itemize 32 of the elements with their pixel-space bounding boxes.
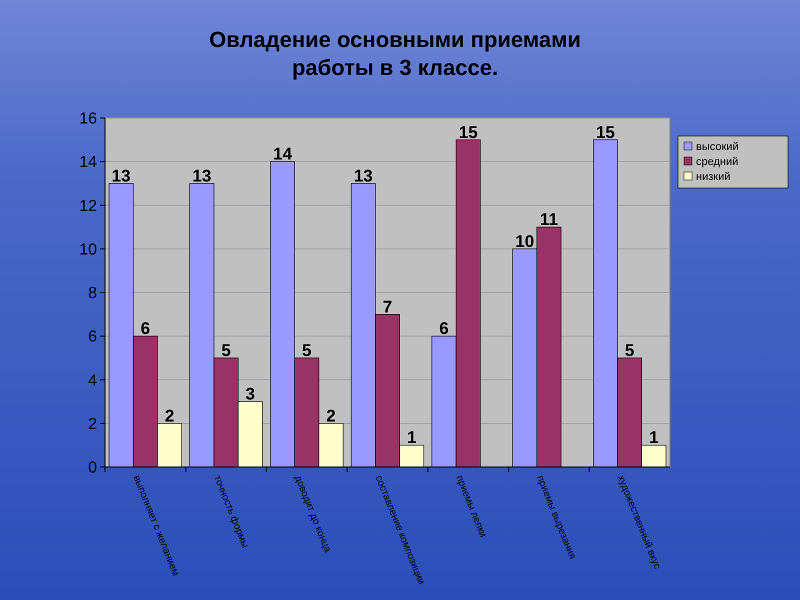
data-label: 13 xyxy=(192,166,212,186)
data-label: 1 xyxy=(649,428,659,448)
y-tick-label: 12 xyxy=(79,198,98,215)
data-label: 3 xyxy=(246,384,256,404)
data-label: 2 xyxy=(326,406,336,426)
y-tick-label: 10 xyxy=(79,241,98,258)
data-label: 15 xyxy=(458,122,478,142)
data-label: 14 xyxy=(273,144,293,164)
data-label: 5 xyxy=(221,340,231,360)
data-label: 5 xyxy=(624,340,634,360)
legend-label: средний xyxy=(696,156,738,168)
data-label: 6 xyxy=(140,319,150,338)
data-label: 7 xyxy=(382,297,392,316)
y-tick-label: 16 xyxy=(79,110,98,128)
y-tick-label: 8 xyxy=(88,285,98,302)
data-label: 13 xyxy=(112,166,131,186)
data-label: 13 xyxy=(354,166,373,186)
y-tick-label: 6 xyxy=(88,328,98,346)
data-label: 1 xyxy=(406,428,416,448)
data-label: 10 xyxy=(515,232,534,251)
y-tick-label: 0 xyxy=(88,460,98,477)
legend-label: низкий xyxy=(696,170,730,183)
chart-title: Овладение основными приемами работы в 3 классе. xyxy=(209,27,581,80)
y-tick-label: 4 xyxy=(88,372,98,390)
data-label: 5 xyxy=(302,340,312,360)
data-label: 15 xyxy=(596,122,615,142)
legend-label: высокий xyxy=(696,140,739,153)
y-tick-label: 14 xyxy=(79,154,98,172)
data-label: 11 xyxy=(540,210,558,230)
y-tick-label: 2 xyxy=(88,416,98,433)
data-label: 2 xyxy=(164,406,174,426)
data-label: 6 xyxy=(439,319,449,338)
